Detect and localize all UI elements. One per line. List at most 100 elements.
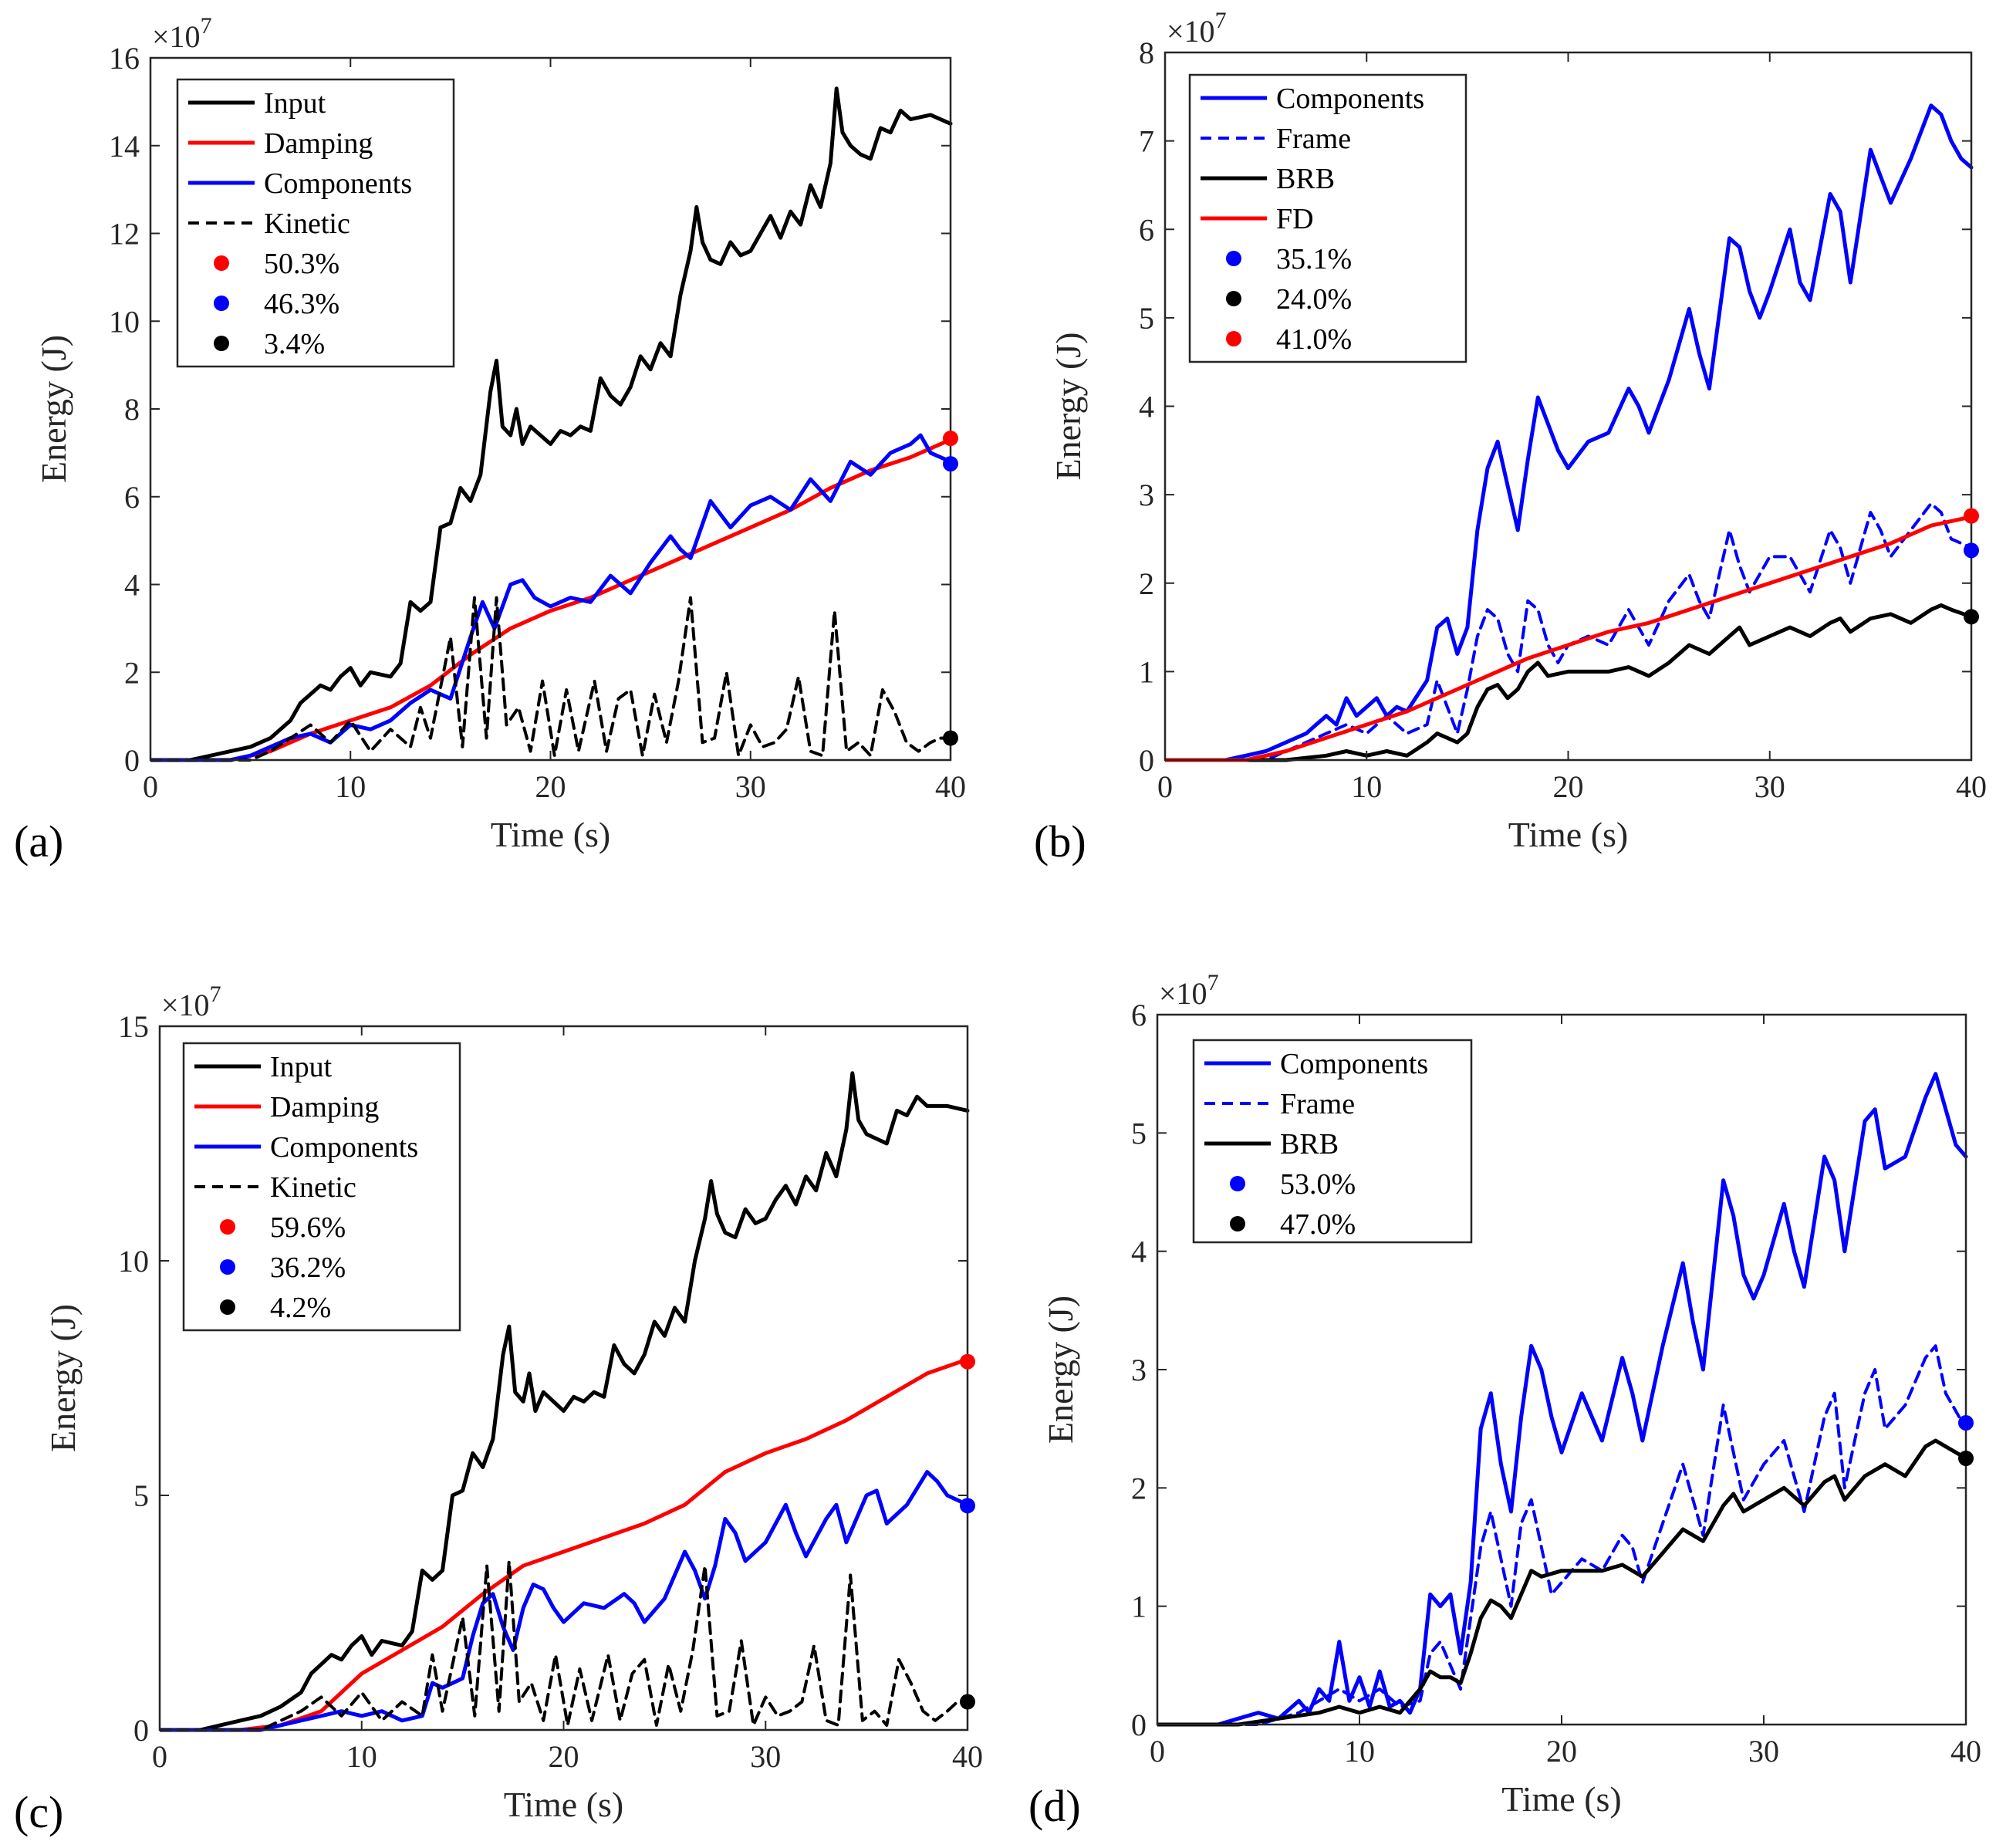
legend-label: 47.0%: [1280, 1208, 1356, 1241]
x-tick-label: 10: [335, 769, 366, 804]
legend-marker: [220, 1219, 235, 1235]
series-line-damping: [160, 1357, 970, 1732]
legend-label: BRB: [1276, 163, 1335, 195]
panel-a: 0 10 20 30 40 0 2 4 6 8 10 12 14 16 ×107 Time (s) Energy…: [14, 13, 966, 867]
x-axis-label: Time (s): [504, 1785, 624, 1824]
legend-label: Components: [264, 167, 412, 200]
end-marker: [1958, 1451, 1974, 1466]
legend-marker: [214, 336, 229, 351]
y-tick-label: 6: [1131, 998, 1147, 1032]
x-tick-label: 20: [1546, 1734, 1577, 1769]
legend-label: 4.2%: [270, 1292, 331, 1324]
legend-label: Components: [270, 1131, 418, 1164]
y-axis-label: Energy (J): [43, 1304, 83, 1452]
panel-b: 0 10 20 30 40 0 1 2 3 4 5 6 7 8 ×107 Time (s) Energy (J)…: [1034, 8, 1987, 867]
y-tick-label: 3: [1139, 478, 1154, 512]
series-group: [1165, 103, 1974, 762]
legend-label: 41.0%: [1276, 323, 1352, 356]
panel-d: 0 10 20 30 40 0 1 2 3 4 5 6 ×107 Time (s) Energy (J) (d…: [1028, 970, 1981, 1831]
x-axis-label: Time (s): [1508, 815, 1629, 854]
legend-label: Input: [264, 87, 326, 120]
y-tick-label: 5: [133, 1478, 149, 1513]
legend-label: 36.2%: [270, 1252, 346, 1284]
legend-marker: [1226, 291, 1241, 306]
x-tick-label: 0: [1157, 769, 1173, 804]
legend: Components Frame BRB 53.0% 47.0%: [1192, 1039, 1473, 1244]
axis-multiplier-exponent: 7: [210, 981, 221, 1007]
y-tick-label: 2: [124, 655, 140, 690]
axis-multiplier-exponent: 7: [1215, 8, 1227, 33]
legend-label: Input: [270, 1051, 333, 1083]
legend-marker: [220, 1299, 235, 1315]
legend-label: BRB: [1280, 1128, 1339, 1160]
legend-marker: [220, 1259, 235, 1275]
axis-multiplier: ×107: [1167, 8, 1227, 49]
end-marker: [1964, 508, 1979, 524]
y-tick-label: 1: [1131, 1590, 1147, 1624]
series-line-brb: [1165, 603, 1974, 762]
legend-label: 35.1%: [1276, 243, 1352, 275]
x-tick-label: 0: [1150, 1734, 1165, 1769]
y-tick-label: 0: [124, 743, 140, 778]
end-marker: [1964, 609, 1979, 625]
legend-box: [1192, 1039, 1473, 1244]
y-axis-label: Energy (J): [34, 335, 73, 483]
panel-label: (b): [1034, 816, 1086, 867]
legend-label: Kinetic: [264, 208, 350, 240]
y-tick-label: 4: [1139, 390, 1154, 424]
end-marker: [960, 1694, 975, 1710]
end-marker: [960, 1498, 975, 1514]
axis-multiplier: ×107: [152, 13, 212, 54]
series-group: [150, 86, 953, 762]
legend-box: [182, 1042, 461, 1332]
y-tick-label: 3: [1131, 1353, 1147, 1387]
y-tick-label: 8: [1139, 35, 1154, 70]
legend-label: 50.3%: [264, 248, 339, 280]
y-tick-label: 0: [133, 1713, 149, 1748]
legend-label: 24.0%: [1276, 283, 1352, 316]
series-line-components: [1165, 103, 1974, 762]
end-marker: [943, 456, 958, 472]
x-axis-label: Time (s): [1501, 1779, 1622, 1819]
axis-multiplier-exponent: 7: [201, 13, 212, 39]
y-tick-label: 4: [124, 568, 140, 603]
series-line-frame: [1165, 502, 1973, 762]
legend-marker: [1226, 251, 1241, 266]
y-tick-label: 8: [124, 392, 140, 427]
legend-label: Components: [1280, 1048, 1428, 1080]
series-line-components: [150, 433, 953, 762]
x-tick-label: 10: [346, 1739, 377, 1774]
axis-multiplier-exponent: 7: [1207, 970, 1219, 995]
series-line-brb: [1157, 1438, 1968, 1727]
legend-label: 59.6%: [270, 1211, 346, 1244]
series-group: [160, 1071, 970, 1732]
series-group: [1157, 1072, 1968, 1727]
legend-label: Frame: [1280, 1088, 1355, 1120]
series-line-input: [150, 86, 953, 762]
y-tick-label: 15: [118, 1009, 149, 1044]
x-tick-label: 30: [735, 769, 766, 804]
series-line-damping: [150, 438, 953, 762]
legend-marker: [1230, 1176, 1245, 1191]
y-axis-label: Energy (J): [1049, 332, 1088, 480]
y-tick-label: 2: [1131, 1471, 1147, 1505]
y-axis-label: Energy (J): [1041, 1296, 1080, 1444]
legend-label: 53.0%: [1280, 1168, 1356, 1201]
series-line-components: [160, 1470, 970, 1732]
series-line-frame: [1157, 1344, 1967, 1726]
panel-label: (a): [14, 816, 63, 867]
panel-label: (d): [1028, 1781, 1081, 1831]
legend: Components Frame BRB FD 35.1% 24.0% 41.0%: [1188, 73, 1467, 363]
end-marker: [943, 431, 958, 447]
series-line-fd: [1165, 515, 1974, 762]
x-tick-label: 20: [535, 769, 566, 804]
x-tick-label: 40: [952, 1739, 983, 1774]
y-tick-label: 7: [1139, 124, 1154, 159]
y-tick-label: 0: [1131, 1708, 1147, 1742]
x-tick-label: 0: [152, 1739, 167, 1774]
y-tick-label: 0: [1139, 743, 1154, 778]
y-tick-label: 2: [1139, 566, 1154, 601]
legend: Input Damping Components Kinetic 50.3% 46.3% 3…: [176, 78, 455, 368]
y-tick-label: 1: [1139, 654, 1154, 689]
